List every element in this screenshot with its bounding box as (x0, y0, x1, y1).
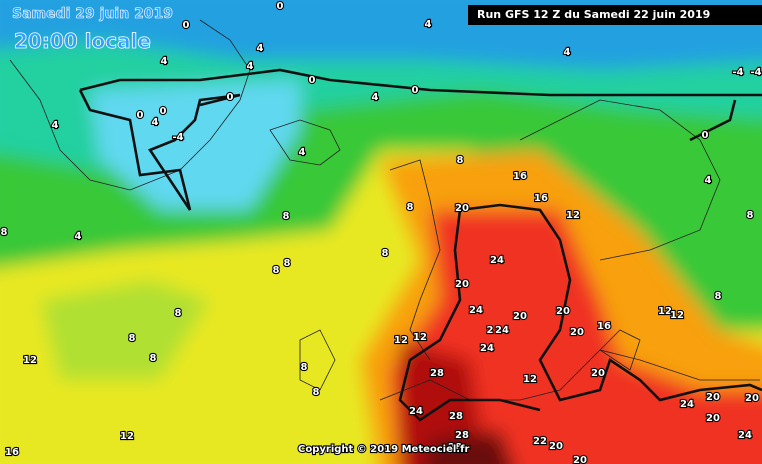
contour-label: 0 (309, 75, 316, 86)
isotherms (78, 68, 762, 422)
contour-label: 8 (457, 155, 464, 166)
contour-label: 12 (658, 306, 672, 317)
contour-label: -4 (750, 67, 761, 78)
contour-label: -4 (172, 132, 183, 143)
contour-label: 4 (75, 231, 82, 242)
contour-label: 28 (455, 430, 469, 441)
contour-label: 20 (745, 393, 759, 404)
contour-label: 12 (523, 374, 537, 385)
contour-label: 20 (455, 279, 469, 290)
contour-label: 8 (284, 258, 291, 269)
contour-label: 20 (549, 441, 563, 452)
contour-label: 2 (487, 325, 494, 336)
contour-label: 24 (469, 305, 483, 316)
contour-label: 4 (372, 92, 379, 103)
contour-label: 4 (425, 19, 432, 30)
contour-label: 24 (738, 430, 752, 441)
contour-label: 20 (570, 327, 584, 338)
contour-label: 12 (670, 310, 684, 321)
contour-label: 4 (247, 61, 254, 72)
contour-label: 0 (702, 130, 709, 141)
contour-label: 12 (566, 210, 580, 221)
contour-label: 12 (120, 431, 134, 442)
contour-label: 28 (448, 442, 462, 453)
contour-label: 8 (313, 387, 320, 398)
contour-label: 20 (591, 368, 605, 379)
contour-label: 28 (430, 368, 444, 379)
contour-label: 0 (277, 1, 284, 12)
coastlines (9, 19, 760, 401)
contour-label: 28 (449, 411, 463, 422)
contour-label: 20 (556, 306, 570, 317)
contour-label: 0 (160, 106, 167, 117)
contour-label: 4 (52, 120, 59, 131)
contour-label: 8 (301, 362, 308, 373)
forecast-date: Samedi 29 juin 2019 (12, 6, 173, 22)
contour-label: 8 (382, 248, 389, 259)
contour-label: 8 (747, 210, 754, 221)
contour-label: 8 (129, 333, 136, 344)
contour-label: 8 (407, 202, 414, 213)
contour-label: 12 (394, 335, 408, 346)
contour-label: 0 (412, 85, 419, 96)
contour-label: 20 (573, 455, 587, 464)
contour-label: 4 (161, 56, 168, 67)
contour-label: 20 (706, 392, 720, 403)
contour-label: 0 (137, 110, 144, 121)
contour-label: 16 (513, 171, 527, 182)
contour-label: 4 (299, 147, 306, 158)
contour-label: 8 (150, 353, 157, 364)
contour-label: 24 (495, 325, 509, 336)
contour-label: 8 (1, 227, 8, 238)
run-banner (468, 5, 762, 25)
copyright: Copyright © 2019 Meteociel.fr (298, 444, 469, 455)
contour-label: 24 (409, 406, 423, 417)
contour-label: 20 (513, 311, 527, 322)
contour-label: 12 (23, 355, 37, 366)
contour-label: 8 (715, 291, 722, 302)
contour-label: 24 (480, 343, 494, 354)
contour-label: 0 (183, 20, 190, 31)
contour-label: 12 (413, 332, 427, 343)
contour-label: 4 (152, 117, 159, 128)
contour-label: 4 (705, 175, 712, 186)
contour-label: 16 (534, 193, 548, 204)
contour-label: 8 (175, 308, 182, 319)
contour-label: 8 (273, 265, 280, 276)
contour-label: 16 (5, 447, 19, 458)
contour-label: 24 (680, 399, 694, 410)
contour-label: 24 (490, 255, 504, 266)
run-info: Run GFS 12 Z du Samedi 22 juin 2019 (477, 8, 710, 21)
contour-label: -4 (732, 67, 743, 78)
contour-label: 20 (706, 413, 720, 424)
contour-label: 4 (564, 47, 571, 58)
contour-label: 22 (533, 436, 547, 447)
forecast-time: 20:00 locale (14, 29, 151, 53)
contour-label: 4 (257, 43, 264, 54)
contour-label: 16 (597, 321, 611, 332)
contour-label: 20 (455, 203, 469, 214)
contour-label: 8 (283, 211, 290, 222)
contour-label: 0 (227, 92, 234, 103)
